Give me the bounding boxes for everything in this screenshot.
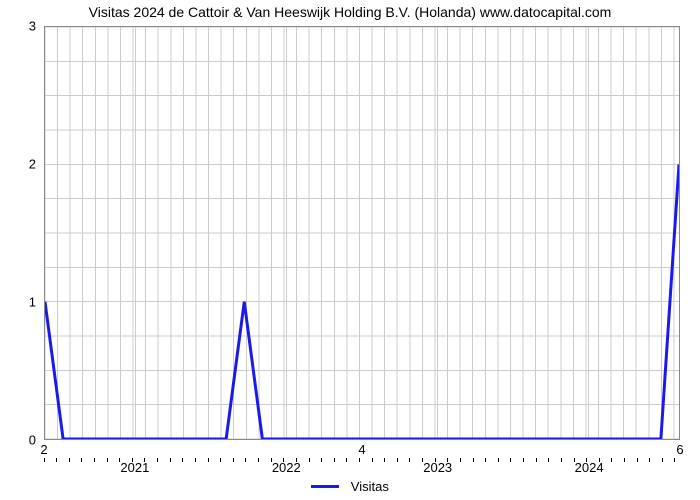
- x-minor-tick: [258, 458, 259, 462]
- x-minor-tick: [296, 458, 297, 462]
- x-bottom-tick-label: 2022: [272, 460, 301, 475]
- x-minor-tick: [81, 458, 82, 462]
- x-minor-tick: [523, 458, 524, 462]
- x-minor-tick: [422, 458, 423, 462]
- x-bottom-tick-label: 2023: [423, 460, 452, 475]
- x-minor-tick: [195, 458, 196, 462]
- x-minor-tick: [460, 458, 461, 462]
- x-minor-tick: [220, 458, 221, 462]
- x-minor-tick: [56, 458, 57, 462]
- x-minor-tick: [44, 458, 45, 462]
- x-minor-tick: [611, 458, 612, 462]
- x-minor-tick: [208, 458, 209, 462]
- x-minor-tick: [536, 458, 537, 462]
- plot-svg: [45, 27, 679, 439]
- x-minor-tick: [359, 458, 360, 462]
- x-minor-tick: [309, 458, 310, 462]
- x-minor-tick: [94, 458, 95, 462]
- x-minor-tick: [397, 458, 398, 462]
- x-minor-tick: [586, 458, 587, 462]
- x-minor-tick: [510, 458, 511, 462]
- x-bottom-tick-label: 2021: [120, 460, 149, 475]
- chart-title: Visitas 2024 de Cattoir & Van Heeswijk H…: [0, 4, 700, 20]
- x-minor-tick: [271, 458, 272, 462]
- legend: Visitas: [0, 478, 700, 494]
- y-tick-label: 3: [0, 19, 36, 34]
- x-minor-tick: [624, 458, 625, 462]
- y-tick-label: 1: [0, 295, 36, 310]
- x-minor-tick: [69, 458, 70, 462]
- x-minor-tick: [372, 458, 373, 462]
- x-minor-tick: [409, 458, 410, 462]
- x-minor-tick: [447, 458, 448, 462]
- x-minor-tick: [548, 458, 549, 462]
- x-minor-tick: [649, 458, 650, 462]
- x-minor-tick: [182, 458, 183, 462]
- x-minor-tick: [283, 458, 284, 462]
- x-minor-tick: [119, 458, 120, 462]
- x-minor-tick: [435, 458, 436, 462]
- x-minor-tick: [132, 458, 133, 462]
- x-top-tick-label: 6: [676, 442, 683, 457]
- x-minor-tick: [144, 458, 145, 462]
- x-minor-tick: [473, 458, 474, 462]
- x-minor-tick: [157, 458, 158, 462]
- x-top-tick-label: 4: [358, 442, 365, 457]
- x-minor-tick: [662, 458, 663, 462]
- grid: [45, 27, 679, 439]
- x-minor-tick: [561, 458, 562, 462]
- y-tick-label: 0: [0, 433, 36, 448]
- x-minor-tick: [334, 458, 335, 462]
- x-minor-tick: [245, 458, 246, 462]
- x-minor-tick: [498, 458, 499, 462]
- x-minor-tick: [637, 458, 638, 462]
- legend-label: Visitas: [351, 479, 389, 494]
- y-tick-label: 2: [0, 157, 36, 172]
- x-minor-tick: [574, 458, 575, 462]
- x-top-tick-label: 2: [40, 442, 47, 457]
- chart-container: Visitas 2024 de Cattoir & Van Heeswijk H…: [0, 0, 700, 500]
- plot-area: [44, 26, 680, 440]
- x-minor-tick: [599, 458, 600, 462]
- x-minor-tick: [346, 458, 347, 462]
- x-minor-tick: [485, 458, 486, 462]
- x-minor-tick: [384, 458, 385, 462]
- x-minor-tick: [107, 458, 108, 462]
- x-minor-tick: [170, 458, 171, 462]
- x-bottom-tick-label: 2024: [575, 460, 604, 475]
- x-minor-tick: [233, 458, 234, 462]
- legend-swatch: [311, 485, 339, 488]
- x-minor-tick: [674, 458, 675, 462]
- x-minor-tick: [321, 458, 322, 462]
